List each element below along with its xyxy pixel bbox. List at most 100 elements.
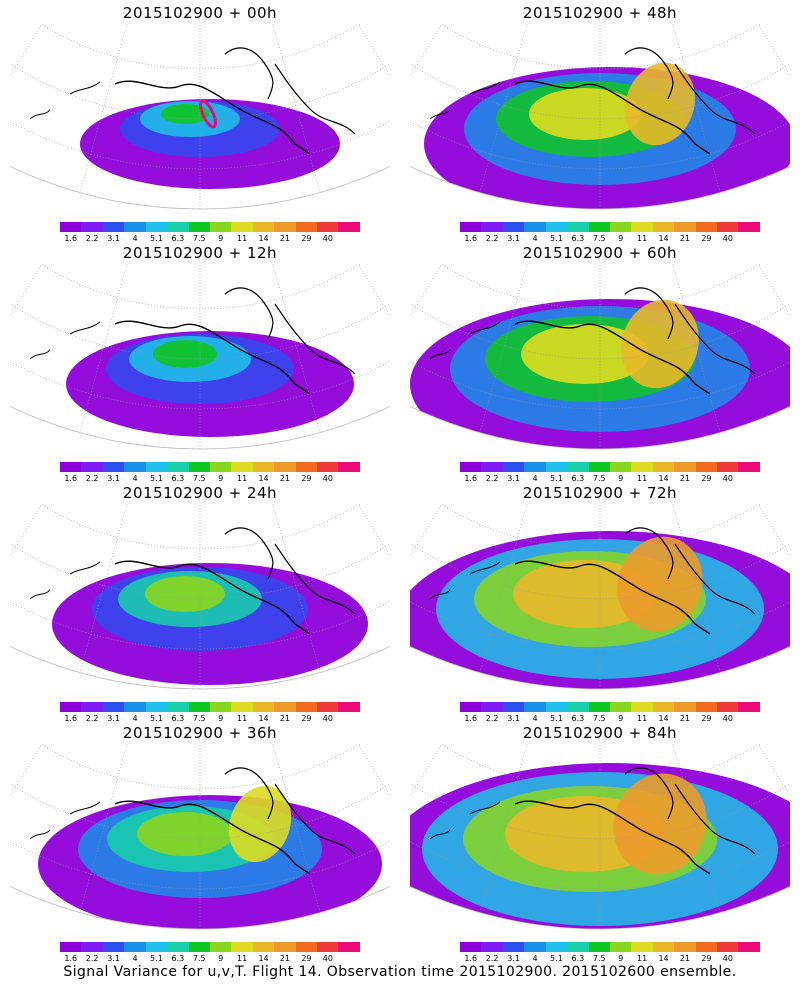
map-panel: 2015102900 + 00h 1.6 2.2 3.1 4 5.1 6.3 7.5 9 11 14… [0,0,400,245]
colorbar-tick-label: 9 [618,474,624,483]
colorbar-tick-label: 40 [722,474,733,483]
colorbar-swatch [145,462,168,472]
colorbar-swatch [338,222,360,232]
colorbar-swatch [295,462,318,472]
colorbar-tick-label: 7.5 [592,954,606,963]
colorbar-swatch [252,462,275,472]
variance-map [10,264,390,450]
colorbar-tick-label: 2.2 [485,234,499,243]
colorbar-tick-label: 11 [637,474,648,483]
colorbar-swatch [674,222,696,232]
colorbar-swatch [738,462,760,472]
colorbar-swatch [481,702,503,712]
colorbar-tick-label: 1.6 [464,474,478,483]
colorbar-tick-label: 11 [237,954,248,963]
colorbar-tick-label: 14 [658,234,669,243]
colorbar-tick-label: 11 [637,714,648,723]
colorbar-swatch [231,462,253,472]
variance-map [10,24,390,210]
colorbar-tick-label: 7.5 [192,234,206,243]
colorbar [460,942,760,952]
colorbar-swatch [124,222,146,232]
colorbar-swatch [81,942,103,952]
colorbar-tick-label: 5.1 [150,474,163,483]
colorbar-swatch [60,462,82,472]
colorbar-tick-label: 6.3 [171,474,185,483]
colorbar [60,462,360,472]
colorbar-swatch [609,942,632,952]
colorbar-tick-label: 29 [701,474,712,483]
panel-title: 2015102900 + 12h [122,244,278,262]
colorbar-tick-label: 9 [218,714,224,723]
colorbar [460,222,760,232]
colorbar-swatch [695,942,718,952]
colorbar-swatch [274,942,296,952]
colorbar-tick-label: 21 [679,954,691,963]
colorbar-tick-label: 1.6 [64,954,78,963]
colorbar-swatch [631,462,653,472]
colorbar-swatch [338,942,360,952]
colorbar-labels: 1.6 2.2 3.1 4 5.1 6.3 7.5 9 11 14 21 29 40 [460,474,760,486]
colorbar-tick-label: 4 [532,474,538,483]
colorbar-swatch [588,942,610,952]
colorbar-tick-label: 1.6 [64,474,78,483]
colorbar-labels: 1.6 2.2 3.1 4 5.1 6.3 7.5 9 11 14 21 29 40 [460,954,760,966]
colorbar-tick-label: 21 [279,714,291,723]
colorbar-swatch [317,462,339,472]
colorbar-swatch [102,462,125,472]
colorbar-tick-label: 21 [679,234,691,243]
colorbar-labels: 1.6 2.2 3.1 4 5.1 6.3 7.5 9 11 14 21 29 40 [60,714,360,726]
colorbar-swatch [145,222,168,232]
colorbar-tick-label: 14 [258,954,269,963]
colorbar-swatch [524,942,546,952]
colorbar-tick-label: 9 [218,474,224,483]
colorbar-swatch [524,702,546,712]
colorbar-tick-label: 5.1 [150,234,163,243]
colorbar-swatch [209,222,232,232]
colorbar-swatch [545,222,568,232]
colorbar-tick-label: 6.3 [571,714,585,723]
colorbar-swatch [717,702,739,712]
colorbar-tick-label: 14 [658,954,669,963]
colorbar-swatch [295,702,318,712]
colorbar-swatch [102,702,125,712]
colorbar-swatch [717,942,739,952]
colorbar-swatch [502,222,525,232]
colorbar-tick-label: 40 [722,954,733,963]
colorbar-swatch [738,222,760,232]
colorbar-tick-label: 3.1 [507,474,520,483]
colorbar-swatch [124,702,146,712]
colorbar-tick-label: 9 [618,954,624,963]
colorbar-swatch [209,702,232,712]
panel-title: 2015102900 + 36h [122,724,278,742]
colorbar-swatch [231,942,253,952]
colorbar-swatch [460,222,482,232]
colorbar-swatch [274,222,296,232]
map-panel: 2015102900 + 72h 1.6 2.2 3.1 4 5.1 6.3 7.5 9 11 14… [400,480,800,725]
colorbar-swatch [188,222,210,232]
colorbar-swatch [609,702,632,712]
colorbar-tick-label: 5.1 [550,474,563,483]
variance-map [410,504,790,690]
colorbar-tick-label: 4 [132,234,138,243]
colorbar [60,942,360,952]
colorbar-swatch [631,222,653,232]
colorbar-tick-label: 2.2 [485,954,499,963]
colorbar-tick-label: 4 [532,234,538,243]
colorbar-tick-label: 7.5 [592,474,606,483]
map-panel: 2015102900 + 84h 1.6 2.2 3.1 4 5.1 6.3 7.5 9 11 14… [400,720,800,965]
colorbar-swatch [609,222,632,232]
colorbar-swatch [717,222,739,232]
colorbar-swatch [188,942,210,952]
colorbar-swatch [481,222,503,232]
colorbar-tick-label: 29 [301,714,312,723]
colorbar-swatch [167,702,189,712]
colorbar-tick-label: 11 [637,234,648,243]
colorbar-tick-label: 3.1 [107,234,120,243]
colorbar-swatch [460,462,482,472]
colorbar-tick-label: 1.6 [64,234,78,243]
colorbar-tick-label: 40 [722,234,733,243]
colorbar-swatch [524,462,546,472]
colorbar-swatch [609,462,632,472]
colorbar-swatch [481,462,503,472]
